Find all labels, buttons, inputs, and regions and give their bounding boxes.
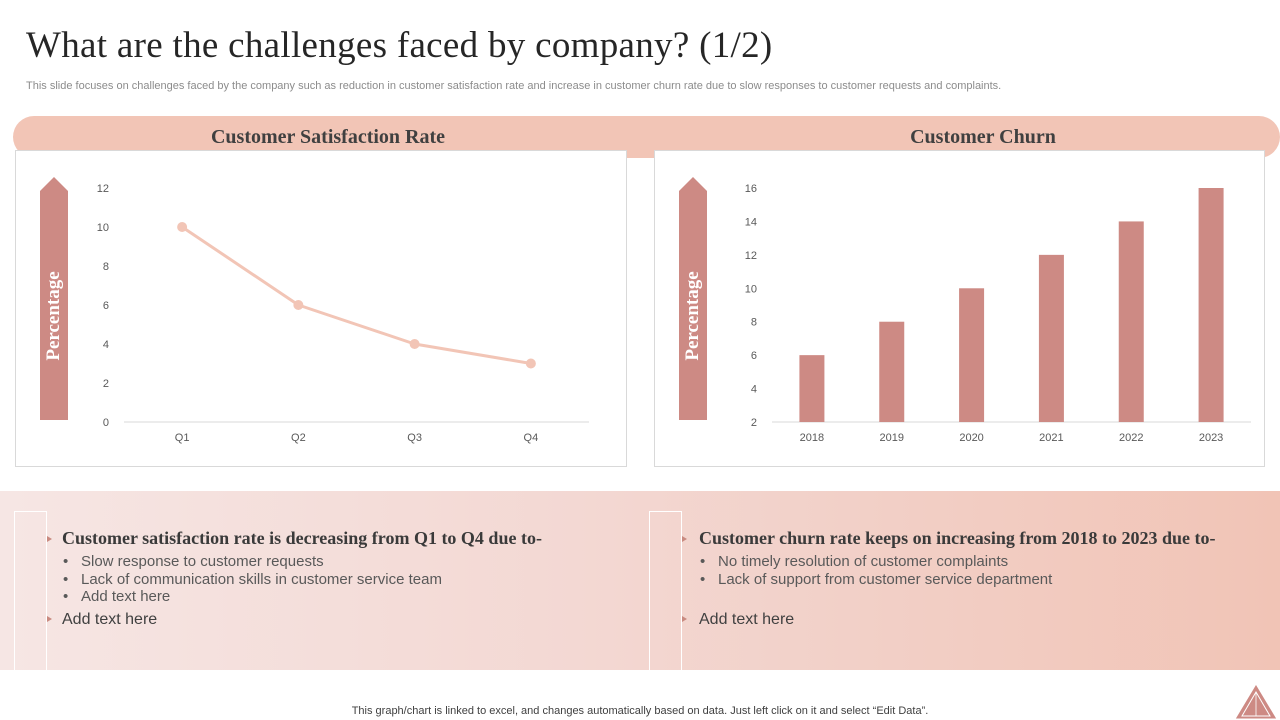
y-tick-label: 16 bbox=[745, 183, 757, 195]
x-tick-label: Q3 bbox=[407, 432, 422, 444]
bar bbox=[1118, 221, 1144, 422]
x-tick-label: 2020 bbox=[959, 432, 983, 444]
churn-y-axis-label: Percentage bbox=[682, 271, 703, 361]
bar bbox=[799, 355, 825, 422]
page-subtitle: This slide focuses on challenges faced b… bbox=[26, 80, 1002, 92]
up-arrow-icon bbox=[40, 177, 68, 420]
satisfaction-series-line bbox=[180, 225, 533, 365]
data-point bbox=[409, 339, 420, 349]
y-tick-label: 0 bbox=[103, 417, 109, 429]
y-tick-label: 6 bbox=[751, 350, 757, 362]
left-note-bullets: Slow response to customer requests Lack … bbox=[62, 553, 442, 606]
y-tick-label: 10 bbox=[97, 222, 109, 234]
list-item: No timely resolution of customer complai… bbox=[699, 553, 1052, 571]
bar bbox=[959, 288, 985, 422]
satisfaction-chart-title: Customer Satisfaction Rate bbox=[210, 126, 446, 148]
x-tick-label: 2018 bbox=[800, 432, 824, 444]
satisfaction-y-axis-arrow: Percentage bbox=[40, 177, 68, 420]
satisfaction-chart[interactable]: 0 2 4 6 8 10 12 Q1 Q2 Q3 Q4 bbox=[15, 150, 627, 467]
x-tick-label: Q1 bbox=[175, 432, 190, 444]
x-tick-label: 2023 bbox=[1199, 432, 1223, 444]
x-tick-label: Q2 bbox=[291, 432, 306, 444]
data-point bbox=[293, 300, 304, 310]
list-item: Lack of support from customer service de… bbox=[699, 571, 1052, 589]
y-tick-label: 4 bbox=[751, 384, 757, 396]
triangle-bullet-icon bbox=[682, 536, 687, 542]
y-tick-label: 2 bbox=[751, 417, 757, 429]
triangle-logo-icon bbox=[1234, 683, 1278, 720]
left-add-text[interactable]: Add text here bbox=[62, 611, 158, 628]
right-note-heading: Customer churn rate keeps on increasing … bbox=[699, 528, 1216, 548]
y-tick-label: 12 bbox=[97, 183, 109, 195]
list-item: Slow response to customer requests bbox=[62, 553, 442, 571]
y-tick-label: 14 bbox=[745, 216, 757, 228]
triangle-bullet-icon bbox=[682, 616, 687, 622]
x-tick-label: 2019 bbox=[880, 432, 904, 444]
y-tick-label: 6 bbox=[103, 300, 109, 312]
y-tick-label: 8 bbox=[103, 261, 109, 273]
data-point bbox=[177, 222, 188, 232]
satisfaction-y-axis-label: Percentage bbox=[43, 271, 64, 361]
list-item: Lack of communication skills in customer… bbox=[62, 571, 442, 589]
y-tick-label: 4 bbox=[103, 339, 109, 351]
y-tick-label: 10 bbox=[745, 283, 757, 295]
satisfaction-line-chart[interactable]: 0 2 4 6 8 10 12 Q1 Q2 Q3 Q4 bbox=[16, 151, 628, 468]
bar bbox=[1038, 254, 1064, 422]
bar bbox=[879, 321, 905, 422]
churn-y-axis-arrow: Percentage bbox=[679, 177, 707, 420]
right-add-text[interactable]: Add text here bbox=[699, 611, 795, 628]
triangle-bullet-icon bbox=[47, 536, 52, 542]
bar bbox=[1198, 188, 1224, 422]
footer-note: This graph/chart is linked to excel, and… bbox=[351, 705, 929, 717]
data-point bbox=[525, 358, 536, 369]
left-note-heading: Customer satisfaction rate is decreasing… bbox=[62, 528, 542, 548]
y-tick-label: 2 bbox=[103, 378, 109, 390]
x-tick-label: 2022 bbox=[1119, 432, 1143, 444]
right-note-bullets: No timely resolution of customer complai… bbox=[699, 553, 1052, 588]
triangle-bullet-icon bbox=[47, 616, 52, 622]
left-note-bracket bbox=[14, 511, 47, 671]
up-arrow-icon bbox=[679, 177, 707, 420]
x-tick-label: 2021 bbox=[1039, 432, 1063, 444]
x-tick-label: Q4 bbox=[524, 432, 539, 444]
churn-chart-title: Customer Churn bbox=[910, 126, 1056, 148]
page-title: What are the challenges faced by company… bbox=[26, 25, 773, 66]
y-tick-label: 12 bbox=[745, 250, 757, 262]
y-tick-label: 8 bbox=[751, 317, 757, 329]
churn-bar-chart[interactable]: 2 4 6 8 10 12 14 16 2018 2019 2020 2021 2022 2023 bbox=[655, 151, 1266, 468]
right-note-bracket bbox=[649, 511, 682, 671]
churn-chart[interactable]: 2 4 6 8 10 12 14 16 2018 2019 2020 2021 2022 2023 bbox=[654, 150, 1265, 467]
list-item: Add text here bbox=[62, 588, 442, 606]
